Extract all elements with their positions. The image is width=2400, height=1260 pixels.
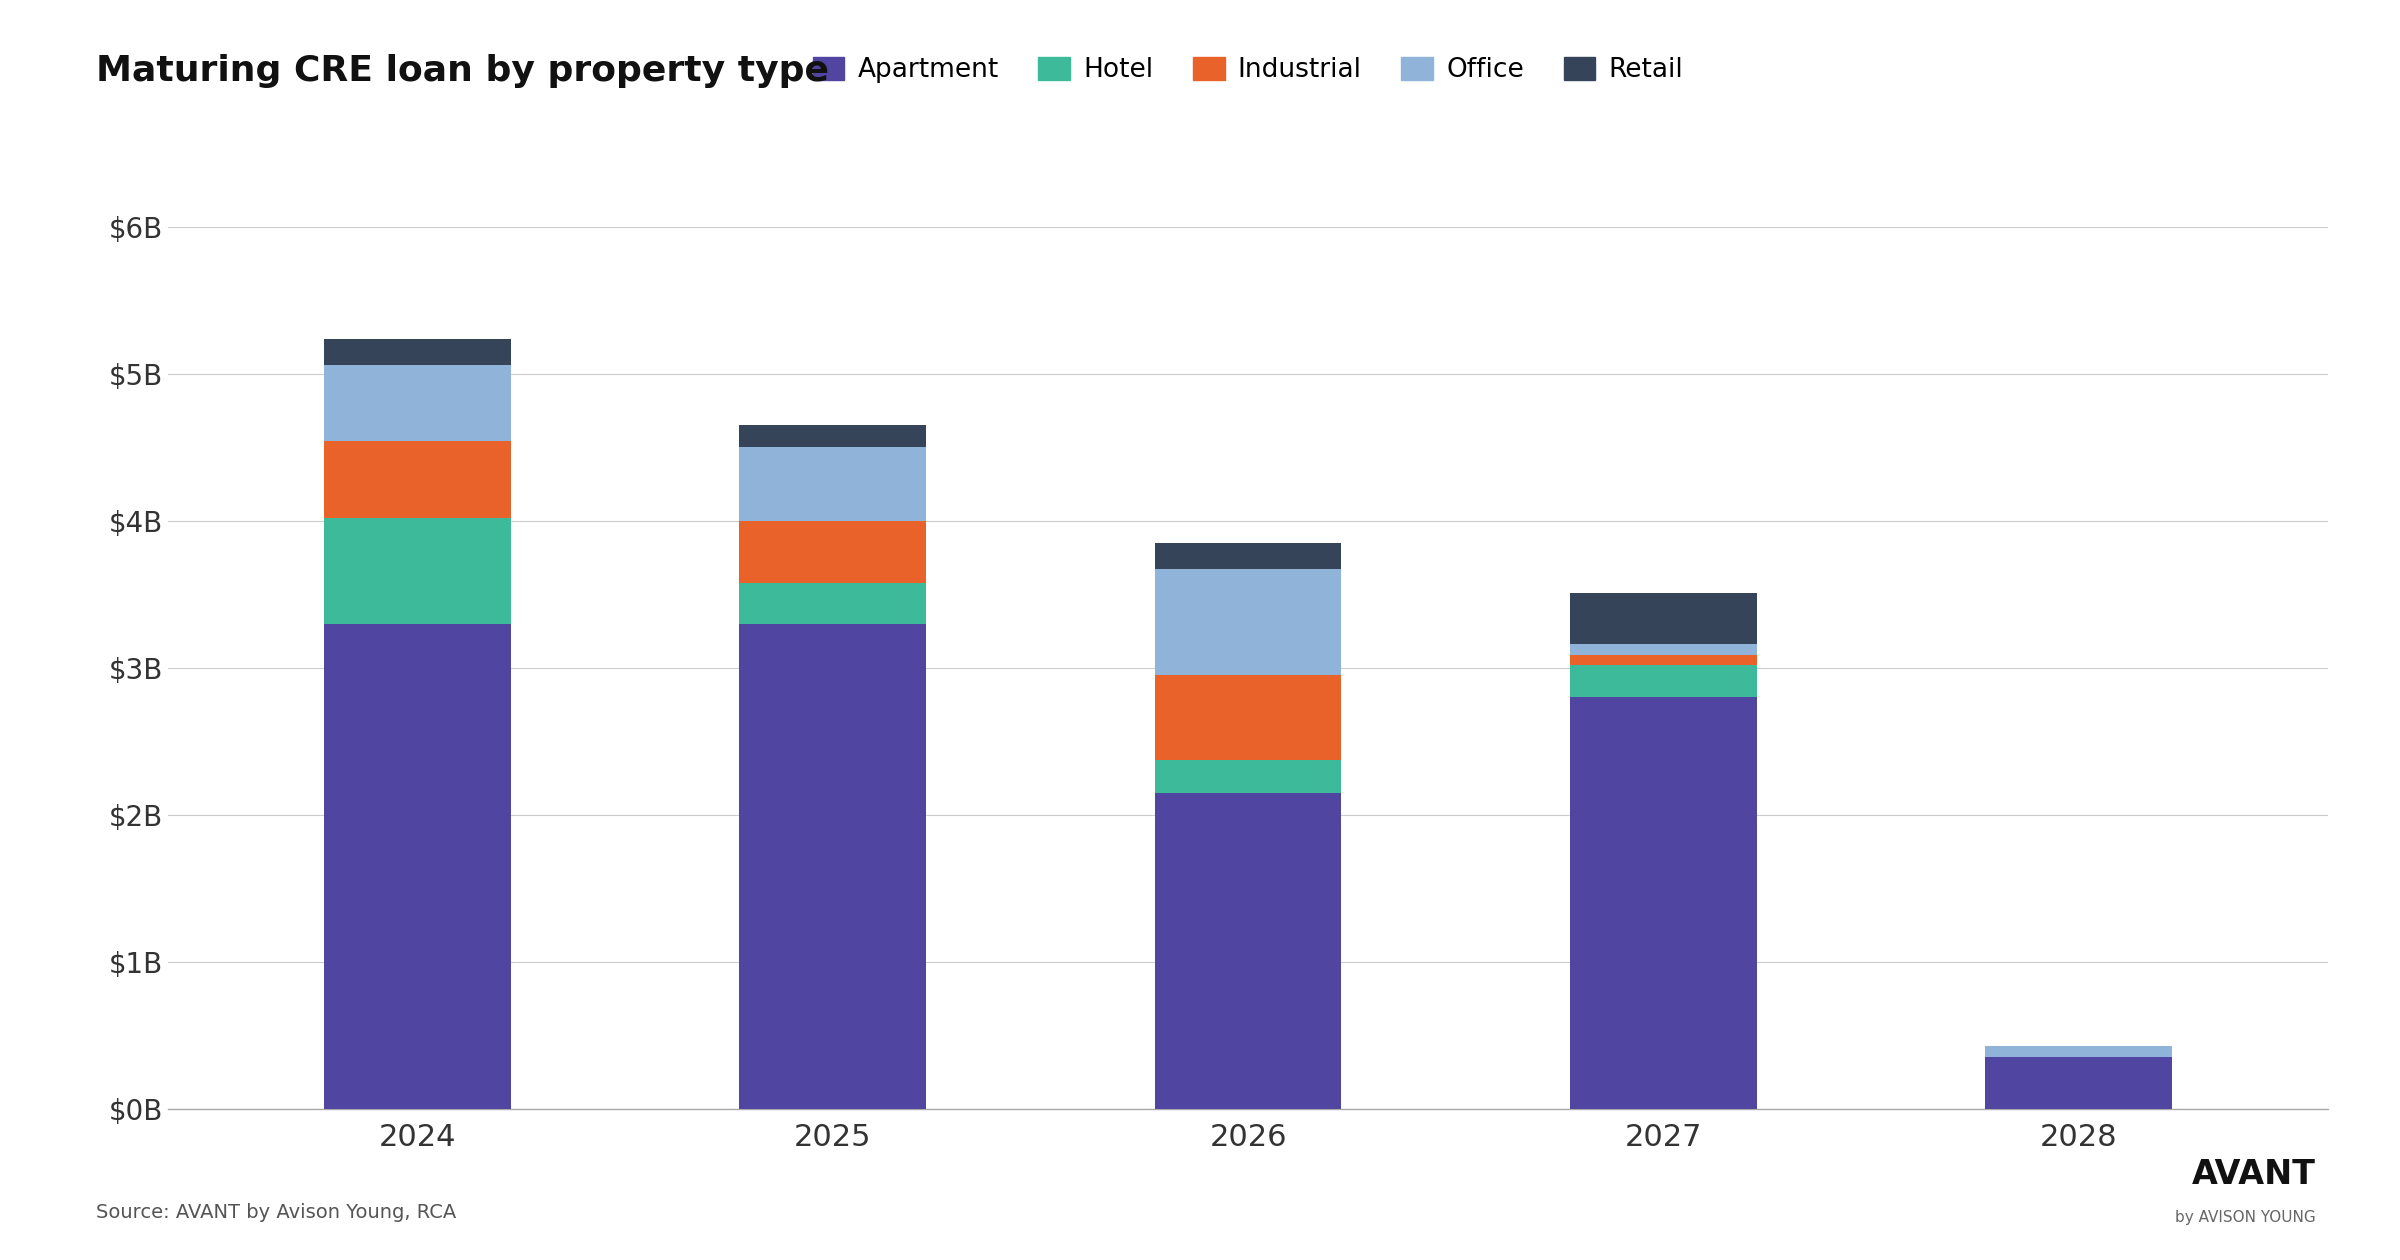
Text: Source: AVANT by Avison Young, RCA: Source: AVANT by Avison Young, RCA (96, 1203, 456, 1222)
Bar (1570, 665, 1757, 697)
Text: AVANT: AVANT (2191, 1158, 2316, 1191)
Bar (739, 520, 926, 582)
Text: by AVISON YOUNG: by AVISON YOUNG (2174, 1210, 2316, 1225)
Bar (1154, 543, 1342, 570)
Bar (1154, 793, 1342, 1109)
Bar (324, 365, 511, 441)
Bar (1154, 675, 1342, 760)
Bar (739, 447, 926, 520)
Bar (324, 624, 511, 1109)
Bar (739, 425, 926, 447)
Bar (1985, 1046, 2172, 1057)
Bar (1570, 655, 1757, 665)
Bar (1570, 644, 1757, 655)
Bar (739, 624, 926, 1109)
Bar (324, 441, 511, 518)
Bar (739, 582, 926, 624)
Bar (1570, 697, 1757, 1109)
Bar (1570, 593, 1757, 644)
Bar (1985, 1057, 2172, 1109)
Bar (1154, 760, 1342, 793)
Bar (324, 518, 511, 624)
Bar (324, 339, 511, 365)
Bar (1154, 570, 1342, 675)
Legend: Apartment, Hotel, Industrial, Office, Retail: Apartment, Hotel, Industrial, Office, Re… (802, 45, 1694, 94)
Text: Maturing CRE loan by property type: Maturing CRE loan by property type (96, 54, 828, 88)
